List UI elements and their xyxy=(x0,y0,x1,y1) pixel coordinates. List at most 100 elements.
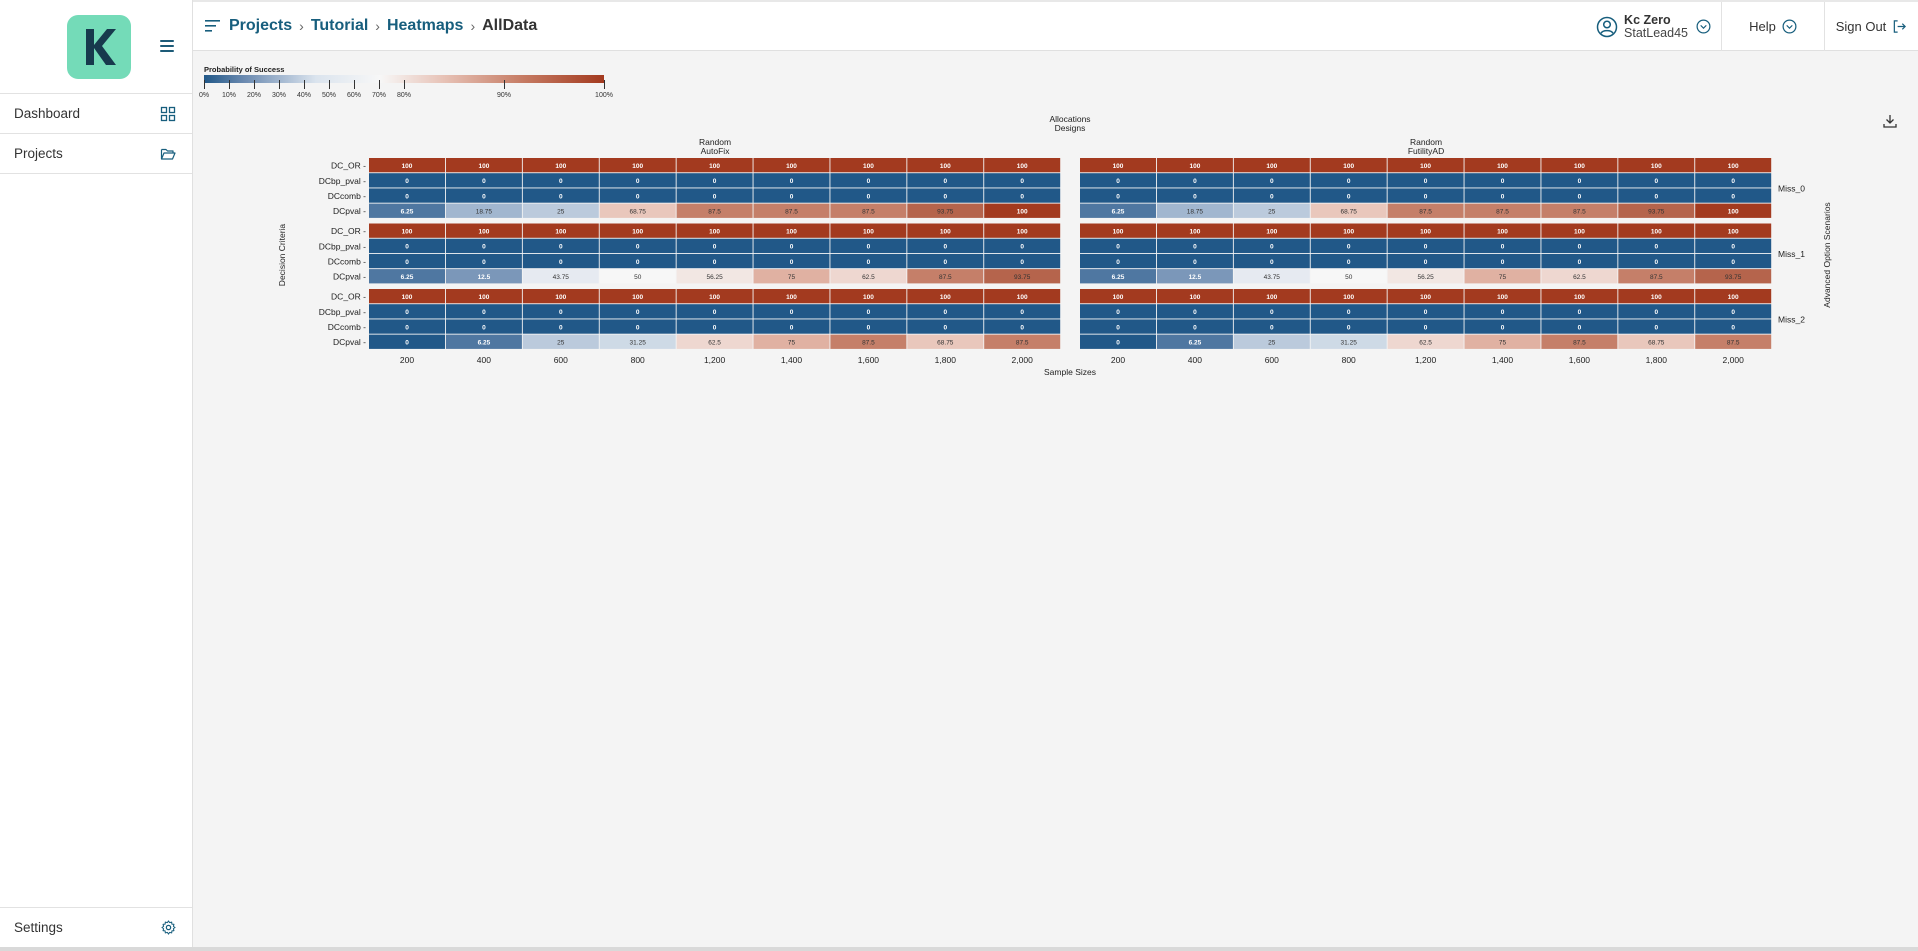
legend-tick xyxy=(304,80,305,89)
heatmap-cell-label: 100 xyxy=(1343,163,1354,170)
heatmap-cell-label: 0 xyxy=(482,244,486,251)
breadcrumb-tutorial[interactable]: Tutorial xyxy=(310,17,369,34)
heatmap-cell xyxy=(1618,188,1695,203)
heatmap-cell-label: 87.5 xyxy=(1573,209,1586,216)
heatmap-cell-label: 100 xyxy=(478,294,489,301)
heatmap-cell xyxy=(445,334,522,349)
heatmap-cell xyxy=(1387,173,1464,188)
heatmap-cell-label: 0 xyxy=(1116,193,1120,200)
heatmap-cell xyxy=(1387,203,1464,218)
heatmap-cell-label: 100 xyxy=(1651,294,1662,301)
heatmap-cell xyxy=(369,223,445,238)
heatmap-cell-label: 0 xyxy=(1020,259,1024,266)
heatmap-cell-label: 0 xyxy=(1578,178,1582,185)
heatmap-cell-label: 100 xyxy=(1574,294,1585,301)
legend-color-bar xyxy=(204,75,604,83)
heatmap-cell-label: 0 xyxy=(867,244,871,251)
app-logo[interactable] xyxy=(67,15,131,79)
heatmap-cell xyxy=(1310,223,1387,238)
sidebar-item-settings[interactable]: Settings xyxy=(0,907,192,947)
legend-tick-label: 0% xyxy=(198,92,210,99)
heatmap-cell-label: 100 xyxy=(1113,294,1124,301)
heatmap-cell xyxy=(907,173,984,188)
facet-axis-title: Advanced Option Scenarios xyxy=(1822,202,1832,307)
sign-out-label: Sign Out xyxy=(1835,19,1887,34)
heatmap-cell xyxy=(369,319,445,334)
sidebar-item-projects[interactable]: Projects xyxy=(0,134,192,174)
heatmap-cell-label: 100 xyxy=(786,294,797,301)
heatmap-cell xyxy=(1080,334,1156,349)
legend-tick-label: 10% xyxy=(221,92,237,99)
x-tick-label: 800 xyxy=(631,355,645,365)
heatmap-cell xyxy=(1695,269,1772,284)
heatmap-cell-label: 100 xyxy=(1343,294,1354,301)
heatmap-cell xyxy=(753,203,830,218)
breadcrumb-heatmaps[interactable]: Heatmaps xyxy=(386,17,464,34)
heatmap-cell xyxy=(984,188,1061,203)
heatmap-cell xyxy=(445,238,522,253)
heatmap-cell xyxy=(1695,173,1772,188)
heatmap-cell-label: 0 xyxy=(1270,244,1274,251)
heatmap-cell xyxy=(676,173,753,188)
heatmap-cell xyxy=(1464,203,1541,218)
heatmap-cell-label: 0 xyxy=(1578,259,1582,266)
heatmap-cell xyxy=(753,304,830,319)
heatmap-cell-label: 0 xyxy=(1578,244,1582,251)
heatmap-cell xyxy=(1541,319,1618,334)
heatmap-cell-label: 100 xyxy=(478,163,489,170)
heatmap-cell-label: 0 xyxy=(636,309,640,316)
breadcrumb-projects[interactable]: Projects xyxy=(229,17,293,34)
heatmap-cell-label: 0 xyxy=(943,324,947,331)
heatmap-cell xyxy=(1080,238,1156,253)
heatmap-cell-label: 0 xyxy=(1116,340,1120,347)
heatmap-cell-label: 0 xyxy=(405,324,409,331)
heatmap-cell xyxy=(1156,158,1233,173)
heatmap-cell-label: 87.5 xyxy=(862,209,875,216)
download-icon[interactable] xyxy=(1882,113,1898,129)
heatmap-cell xyxy=(984,173,1061,188)
heatmap-cell xyxy=(1310,319,1387,334)
heatmap-cell-label: 0 xyxy=(1347,324,1351,331)
heatmap-cell xyxy=(599,203,676,218)
breadcrumb-menu-icon[interactable] xyxy=(205,20,221,32)
heatmap-cell xyxy=(1387,158,1464,173)
help-menu[interactable]: Help xyxy=(1722,2,1825,51)
x-tick-label: 400 xyxy=(477,355,491,365)
heatmap-cell xyxy=(522,334,599,349)
sidebar-item-label: Dashboard xyxy=(14,106,81,121)
facet-label: Miss_0 xyxy=(1778,183,1805,193)
heatmap-cell xyxy=(1541,173,1618,188)
heatmap-cell-label: 68.75 xyxy=(1648,340,1665,347)
panel-allocation-label: Random xyxy=(1410,137,1442,147)
heatmap-cell xyxy=(1233,289,1310,304)
heatmap-cell-label: 50 xyxy=(1345,274,1353,281)
heatmap-cell-label: 0 xyxy=(559,178,563,185)
heatmap-cell xyxy=(1464,158,1541,173)
heatmap-cell-label: 100 xyxy=(555,163,566,170)
heatmap-cell-label: 25 xyxy=(557,340,565,347)
heatmap-cell xyxy=(676,289,753,304)
heatmap-cell-label: 0 xyxy=(1731,193,1735,200)
sign-out-button[interactable]: Sign Out xyxy=(1825,2,1918,51)
row-label: DCcomb - xyxy=(328,191,366,201)
sidebar-item-label: Projects xyxy=(14,146,63,161)
heatmap-cell-label: 100 xyxy=(940,163,951,170)
x-tick-label: 1,200 xyxy=(704,355,726,365)
heatmap-cell-label: 0 xyxy=(1270,193,1274,200)
sidebar-item-dashboard[interactable]: Dashboard xyxy=(0,94,192,134)
menu-toggle-icon[interactable] xyxy=(160,40,174,52)
heatmap-cell xyxy=(1233,253,1310,269)
chevron-down-circle-icon xyxy=(1696,19,1711,34)
user-menu[interactable]: Kc Zero StatLead45 xyxy=(1586,2,1722,51)
heatmap-cell xyxy=(522,223,599,238)
heatmap-cell-label: 0 xyxy=(713,309,717,316)
heatmap-cell xyxy=(830,238,907,253)
x-tick-label: 400 xyxy=(1188,355,1202,365)
heatmap-cell xyxy=(1080,158,1156,173)
heatmap-cell xyxy=(522,238,599,253)
top-header: Projects › Tutorial › Heatmaps › AllData… xyxy=(193,0,1918,51)
legend-tick xyxy=(279,80,280,89)
legend-tick xyxy=(379,80,380,89)
heatmap-cell-label: 100 xyxy=(1574,228,1585,235)
heatmap-cell xyxy=(907,158,984,173)
